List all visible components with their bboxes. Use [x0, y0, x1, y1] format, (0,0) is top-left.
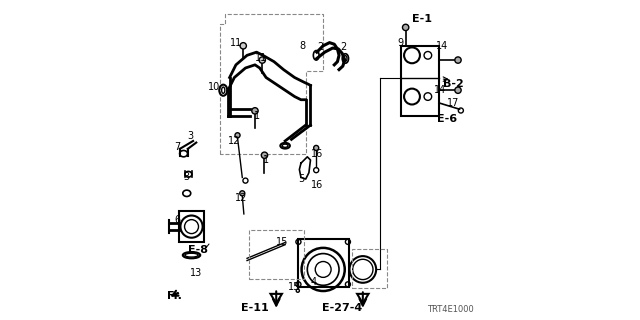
- Circle shape: [240, 191, 245, 196]
- Text: 8: 8: [300, 41, 306, 51]
- Text: 16: 16: [310, 180, 323, 190]
- Circle shape: [403, 24, 409, 31]
- Text: 12: 12: [228, 136, 241, 146]
- Bar: [248, 230, 304, 279]
- Circle shape: [235, 133, 240, 138]
- Bar: [401, 46, 439, 116]
- Text: 1: 1: [253, 111, 260, 121]
- Text: 2: 2: [340, 42, 347, 52]
- Text: 12: 12: [234, 193, 247, 203]
- Circle shape: [240, 43, 246, 49]
- Text: 6: 6: [174, 215, 180, 225]
- Bar: [352, 249, 387, 288]
- Circle shape: [259, 57, 266, 63]
- Circle shape: [455, 87, 461, 93]
- Text: E-11: E-11: [241, 302, 269, 313]
- Circle shape: [252, 108, 258, 114]
- Text: 11: 11: [255, 53, 268, 63]
- Bar: [298, 239, 349, 287]
- Bar: [179, 211, 204, 243]
- Text: B-2: B-2: [443, 79, 463, 89]
- Circle shape: [314, 145, 319, 150]
- Text: 17: 17: [447, 98, 460, 108]
- Text: 3: 3: [187, 131, 193, 141]
- Text: 16: 16: [310, 149, 323, 159]
- Text: 11: 11: [230, 38, 242, 48]
- Text: 15: 15: [276, 237, 288, 247]
- Polygon shape: [300, 157, 310, 179]
- Text: 5: 5: [298, 174, 304, 184]
- Circle shape: [261, 152, 268, 158]
- Text: 13: 13: [190, 268, 202, 278]
- Text: TRT4E1000: TRT4E1000: [427, 305, 474, 314]
- Text: 10: 10: [207, 82, 220, 92]
- Text: 7: 7: [174, 142, 180, 152]
- Text: E-6: E-6: [437, 114, 457, 124]
- Text: 1: 1: [263, 155, 269, 165]
- Text: 4: 4: [310, 277, 317, 287]
- Text: 3: 3: [184, 172, 190, 182]
- Text: 14: 14: [435, 85, 447, 95]
- Circle shape: [455, 57, 461, 63]
- Text: Fr.: Fr.: [166, 292, 182, 301]
- Text: 15: 15: [289, 282, 301, 292]
- Text: 2: 2: [317, 42, 323, 52]
- Text: E-27-4: E-27-4: [322, 302, 362, 313]
- Text: 14: 14: [436, 41, 448, 51]
- Text: E-8: E-8: [188, 245, 208, 255]
- Text: 9: 9: [398, 38, 404, 48]
- Text: E-1: E-1: [412, 14, 431, 24]
